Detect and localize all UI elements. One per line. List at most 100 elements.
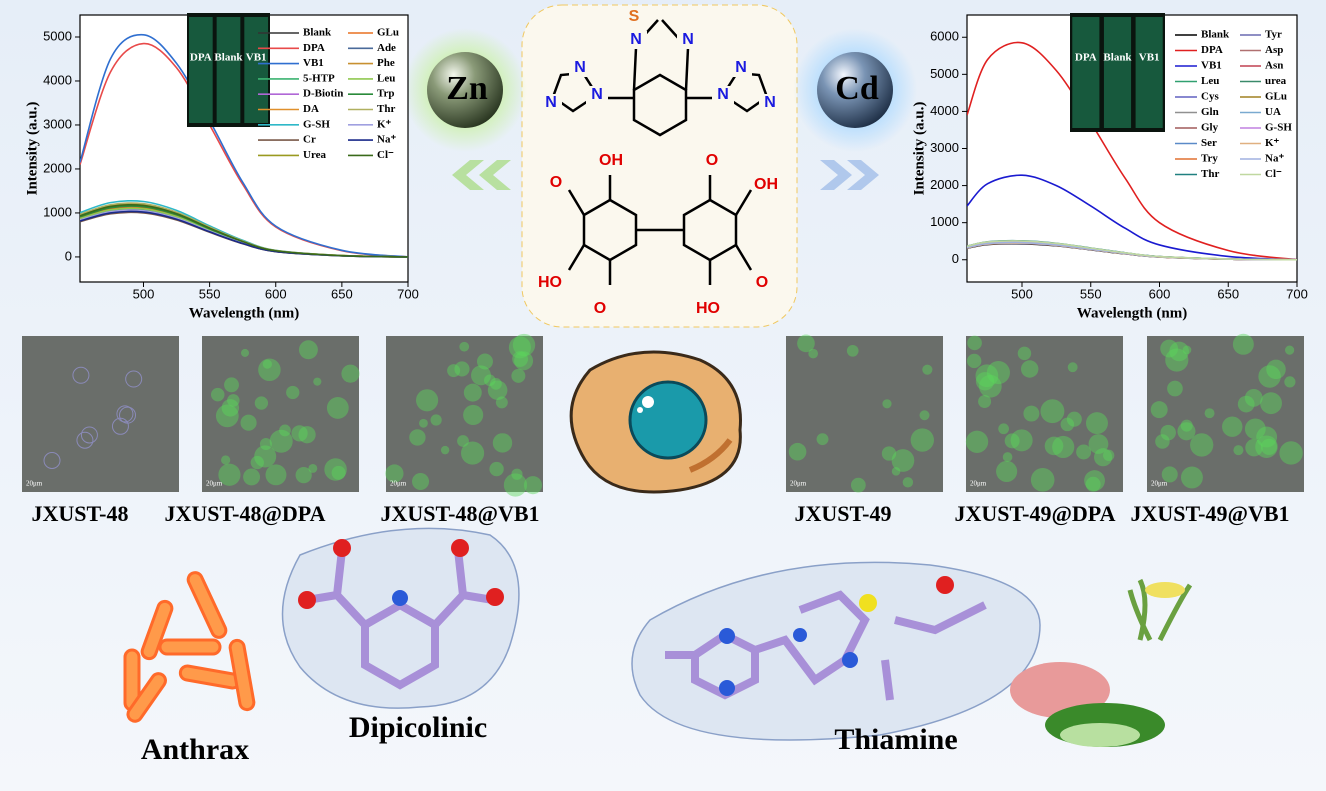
vial bbox=[1135, 17, 1163, 128]
anthrax-bacteria bbox=[123, 571, 256, 723]
x-axis-label: Wavelength (nm) bbox=[1077, 305, 1187, 321]
atom-bg bbox=[539, 274, 561, 292]
metal-label: Cd bbox=[835, 70, 879, 107]
structure-bonds bbox=[551, 19, 769, 285]
molecule-label: Anthrax bbox=[141, 733, 249, 766]
cell-fluorescence bbox=[512, 333, 536, 357]
cell-fluorescence bbox=[1023, 405, 1040, 422]
cell-fluorescence bbox=[882, 399, 892, 409]
cell-fluorescence bbox=[487, 380, 508, 401]
legend-label: D-Biotin bbox=[303, 88, 343, 100]
cell-fluorescence bbox=[1160, 424, 1176, 441]
x-tick-label: 700 bbox=[1286, 286, 1308, 301]
y-tick-label: 6000 bbox=[930, 29, 959, 44]
legend-label: Trp bbox=[377, 88, 395, 100]
micrograph bbox=[786, 336, 943, 492]
cell-fluorescence bbox=[1222, 416, 1243, 437]
cell-fluorescence bbox=[1067, 362, 1078, 373]
cell-fluorescence bbox=[1155, 434, 1170, 449]
cell-fluorescence bbox=[279, 424, 291, 437]
cell-fluorescence bbox=[457, 435, 469, 447]
inset-label: DPA bbox=[190, 52, 212, 64]
cell-fluorescence bbox=[511, 468, 523, 480]
legend-label: Asp bbox=[1265, 44, 1283, 56]
cell-outline bbox=[76, 431, 94, 449]
cell-fluorescence bbox=[459, 341, 470, 352]
inset-label: Blank bbox=[1103, 52, 1132, 64]
micrograph-label: JXUST-48@DPA bbox=[164, 501, 325, 526]
micrograph-label: JXUST-48 bbox=[32, 501, 129, 526]
cell-fluorescence bbox=[221, 455, 231, 465]
atom-bg bbox=[545, 174, 567, 192]
dipicolinic-model bbox=[306, 549, 494, 690]
legend-label: Gly bbox=[1201, 122, 1219, 134]
cd-sphere bbox=[817, 52, 893, 128]
cell-fluorescence bbox=[1030, 468, 1055, 492]
x-tick-label: 500 bbox=[133, 286, 155, 301]
legend-label: Cl⁻ bbox=[1265, 168, 1282, 180]
cell-fluorescence bbox=[1284, 376, 1296, 388]
cell-fluorescence bbox=[265, 464, 287, 486]
legend-label: Leu bbox=[1201, 75, 1219, 87]
micrograph-label: JXUST-49@VB1 bbox=[1130, 501, 1289, 526]
cell-fluorescence bbox=[298, 426, 316, 444]
y-tick-label: 5000 bbox=[43, 28, 72, 43]
cell-fluorescence bbox=[816, 433, 829, 446]
cell-fluorescence bbox=[1052, 435, 1075, 459]
cell-fluorescence bbox=[471, 365, 491, 386]
atom-label: O bbox=[594, 300, 606, 317]
atom-label: N bbox=[764, 94, 776, 111]
cell-fluorescence bbox=[258, 358, 281, 382]
cell-fluorescence bbox=[965, 430, 989, 453]
atom-label: O bbox=[550, 174, 562, 191]
cell-fluorescence bbox=[788, 442, 807, 461]
cell-outline bbox=[111, 417, 129, 435]
cell-fluorescence bbox=[254, 396, 269, 410]
atom-label: N bbox=[630, 31, 642, 48]
y-tick-label: 4000 bbox=[930, 103, 959, 118]
atom-label: HO bbox=[696, 300, 720, 317]
cell-fluorescence bbox=[1150, 401, 1168, 419]
legend-label: Ser bbox=[1201, 137, 1217, 149]
plot-lines bbox=[967, 41, 1297, 261]
cell-fluorescence bbox=[978, 374, 1002, 398]
cell-fluorescence bbox=[490, 378, 502, 390]
y-tick-label: 1000 bbox=[43, 204, 72, 219]
cell-fluorescence bbox=[240, 348, 250, 357]
legend-label: Try bbox=[1201, 153, 1218, 165]
inset-label: VB1 bbox=[1139, 52, 1160, 64]
cell-fluorescence bbox=[1255, 435, 1278, 458]
atom-bg bbox=[677, 31, 699, 49]
spectrum-line bbox=[80, 204, 408, 258]
micrograph-label: JXUST-49 bbox=[795, 501, 892, 526]
vial bbox=[188, 17, 213, 123]
atom-label: OH bbox=[754, 176, 778, 193]
metal-label: Zn bbox=[446, 70, 488, 107]
cell-fluorescence bbox=[891, 449, 915, 472]
cell-fluorescence bbox=[1169, 341, 1189, 362]
cell-fluorescence bbox=[1160, 339, 1179, 358]
cell-fluorescence bbox=[967, 335, 982, 351]
cell-fluorescence bbox=[1204, 408, 1215, 419]
legend-label: DA bbox=[303, 103, 319, 115]
atom-label: S bbox=[629, 8, 640, 25]
atom-bg bbox=[697, 300, 719, 318]
cell-fluorescence bbox=[1258, 365, 1281, 388]
x-tick-label: 600 bbox=[265, 286, 287, 301]
y-tick-label: 3000 bbox=[930, 140, 959, 155]
spectrum-line bbox=[967, 240, 1297, 261]
atom-bg bbox=[701, 152, 723, 170]
legend-label: Phe bbox=[377, 57, 395, 69]
micrograph bbox=[202, 336, 359, 492]
cell-fluorescence bbox=[419, 418, 428, 428]
atom-label: N bbox=[591, 86, 603, 103]
cell-fluorescence bbox=[447, 364, 461, 378]
legend-label: DPA bbox=[1201, 44, 1223, 56]
cell-fluorescence bbox=[430, 414, 442, 426]
inset-label: DPA bbox=[1075, 52, 1097, 64]
cell-fluorescence bbox=[975, 372, 995, 391]
cell-fluorescence bbox=[511, 368, 526, 383]
cell-fluorescence bbox=[846, 344, 859, 357]
atom-bg bbox=[569, 59, 591, 77]
